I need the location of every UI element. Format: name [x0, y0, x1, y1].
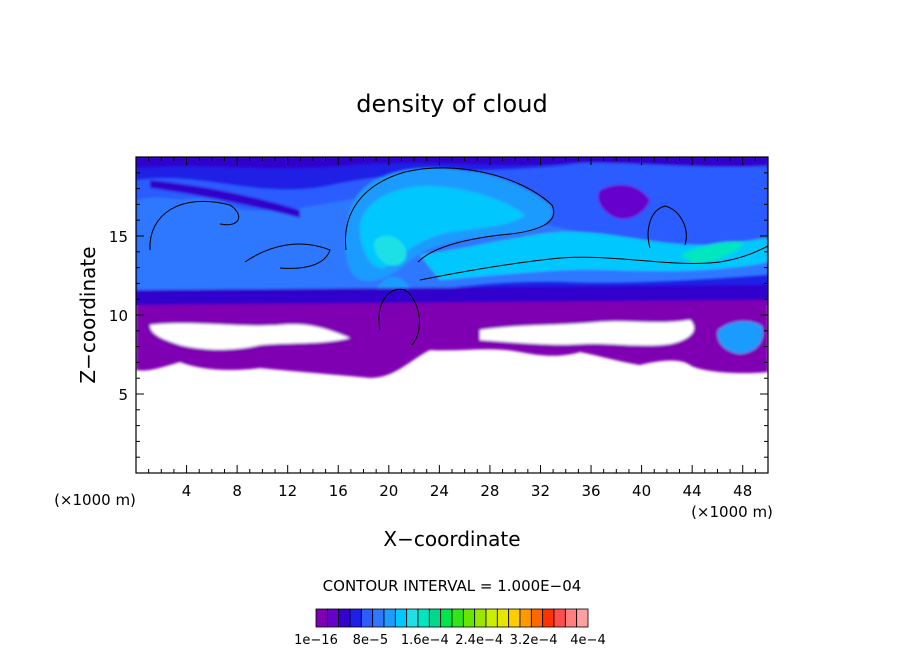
y-axis-label: Z−coordinate	[76, 246, 100, 383]
y-tick-label: 10	[109, 307, 128, 325]
colorbar-label: 8e−5	[353, 633, 388, 648]
right-curl	[598, 184, 650, 220]
x-tick-label: 20	[379, 482, 398, 500]
left-curl	[146, 198, 244, 253]
colorbar-swatch	[462, 608, 476, 628]
x-tick-label: 24	[430, 482, 449, 500]
lower-blue-band	[136, 285, 768, 305]
x-tick-label: 44	[683, 482, 702, 500]
colorbar-swatch	[338, 608, 351, 628]
colorbar-swatch	[553, 608, 566, 628]
x-tick-label: 36	[581, 482, 600, 500]
cloud-field	[136, 157, 768, 378]
colorbar-swatch	[530, 608, 544, 628]
x-axis-ticks: 4 8 12 16 20 24 28 32 36 40 44 48	[148, 157, 756, 500]
y-tick-label: 5	[118, 386, 128, 404]
colorbar-swatch	[417, 608, 430, 628]
x-tick-label: 32	[531, 482, 550, 500]
anvil-core	[374, 235, 407, 266]
chart-title: density of cloud	[356, 90, 547, 118]
colorbar-swatch	[372, 608, 385, 628]
colorbar-label: 1.6e−4	[401, 633, 449, 648]
contour-interval-label: CONTOUR INTERVAL = 1.000E−04	[323, 577, 582, 595]
x-tick-label: 40	[632, 482, 651, 500]
y-axis-ticks: 5 10 15	[109, 172, 768, 458]
outflow-core	[680, 241, 745, 264]
x-unit-label-right: (×1000 m)	[691, 503, 773, 521]
colorbar-swatch	[485, 608, 498, 628]
colorbar-labels: 1e−16 8e−5 1.6e−4 2.4e−4 3.2e−4 4e−4	[294, 633, 606, 648]
colorbar-swatch	[474, 608, 487, 628]
colorbar-swatch	[519, 608, 532, 628]
colorbar-swatch	[349, 608, 362, 628]
colorbar	[315, 608, 589, 628]
x-tick-label: 16	[329, 482, 348, 500]
colorbar-swatch	[496, 608, 510, 628]
x-unit-label-left: (×1000 m)	[54, 491, 136, 509]
colorbar-swatch	[383, 608, 396, 628]
colorbar-label: 4e−4	[570, 633, 605, 648]
colorbar-swatch	[508, 608, 521, 628]
x-tick-label: 8	[232, 482, 242, 500]
colorbar-swatch	[326, 608, 340, 628]
cloud-band-light	[136, 196, 768, 298]
colorbar-swatch	[360, 608, 374, 628]
colorbar-swatch	[440, 608, 453, 628]
lower-right-patch	[717, 321, 764, 354]
colorbar-swatch	[394, 608, 408, 628]
colorbar-swatch	[542, 608, 555, 628]
colorbar-swatch	[564, 608, 578, 628]
left-dark-streak	[150, 180, 300, 218]
y-tick-label: 15	[109, 228, 128, 246]
x-axis-label: X−coordinate	[383, 527, 520, 551]
x-tick-label: 48	[733, 482, 752, 500]
colorbar-swatch	[428, 608, 442, 628]
colorbar-label: 1e−16	[294, 633, 338, 648]
outflow-band	[420, 231, 768, 280]
colorbar-label: 2.4e−4	[455, 633, 503, 648]
colorbar-swatch	[406, 608, 419, 628]
colorbar-swatch	[315, 608, 328, 628]
colorbar-swatch	[451, 608, 464, 628]
contour-lines	[149, 167, 768, 346]
lower-cloud-gaps	[150, 320, 694, 350]
x-tick-label: 28	[480, 482, 499, 500]
top-dark-band	[136, 157, 768, 168]
lower-cloud-layer	[136, 300, 768, 378]
x-tick-label: 4	[182, 482, 192, 500]
x-tick-label: 12	[278, 482, 297, 500]
colorbar-label: 3.2e−4	[510, 633, 558, 648]
colorbar-swatch	[576, 608, 589, 628]
